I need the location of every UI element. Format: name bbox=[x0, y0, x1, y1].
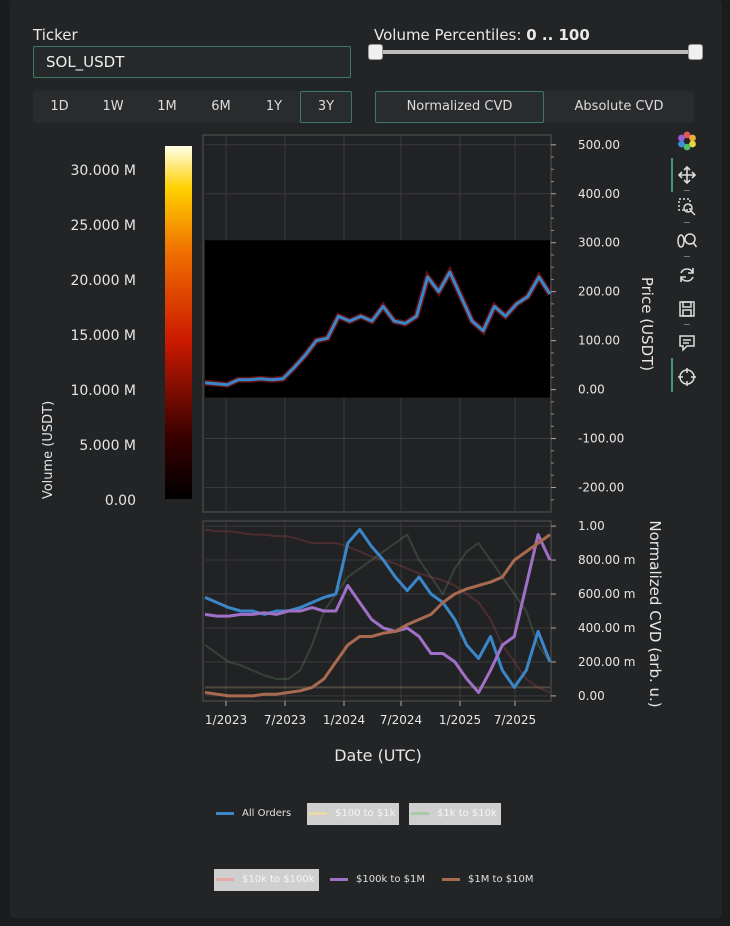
price-series bbox=[204, 265, 553, 388]
cvd-series bbox=[204, 528, 552, 698]
toolbar-separator bbox=[684, 222, 690, 223]
colorbar-tick-label: 15.000 M bbox=[70, 328, 136, 344]
cvd-x-axis-label: Date (UTC) bbox=[334, 746, 422, 765]
cvd-y-axis-label: Normalized CVD (arb. u.) bbox=[646, 520, 664, 707]
colorbar-tick-label: 30.000 M bbox=[70, 163, 136, 179]
colorbar-tick-label: 25.000 M bbox=[70, 218, 136, 234]
legend-100-to-1k[interactable]: $100 to $1k bbox=[307, 803, 400, 825]
legend-swatch bbox=[216, 811, 234, 815]
volume-percentiles-value: 0 .. 100 bbox=[526, 26, 590, 44]
timeframe-1y-button[interactable]: 1Y bbox=[265, 99, 283, 114]
toolbar-separator bbox=[684, 190, 690, 191]
slider-high-handle[interactable] bbox=[688, 44, 703, 60]
timeframe-1d-button[interactable]: 1D bbox=[50, 99, 69, 114]
colorbar-tick-label: 5.000 M bbox=[79, 438, 136, 454]
price-tick-label: 500.00 bbox=[578, 138, 620, 152]
ticker-label: Ticker bbox=[33, 26, 78, 44]
reset-icon[interactable] bbox=[675, 264, 699, 286]
volume-heatmap-band bbox=[205, 240, 550, 398]
bokeh-logo-icon[interactable] bbox=[675, 130, 699, 152]
normalized-cvd-button[interactable]: Normalized CVD bbox=[375, 91, 544, 123]
legend-swatch bbox=[411, 811, 429, 815]
legend-label: $1k to $10k bbox=[437, 808, 497, 819]
ticker-input[interactable] bbox=[33, 46, 351, 78]
price-tick-label: -100.00 bbox=[578, 432, 624, 446]
toolbar-separator bbox=[684, 256, 690, 257]
box-zoom-icon[interactable] bbox=[675, 196, 699, 218]
cvd-tick-label: 1.00 bbox=[578, 519, 605, 533]
cvd-x-tick-label: 1/2025 bbox=[439, 713, 481, 727]
legend-all-orders[interactable]: All Orders bbox=[214, 803, 291, 825]
price-tick-label: -200.00 bbox=[578, 481, 624, 495]
colorbar-ticks: 30.000 M 25.000 M 20.000 M 15.000 M 10.000 M… bbox=[70, 163, 136, 509]
cvd-series-line bbox=[204, 533, 552, 694]
legend-swatch bbox=[442, 877, 460, 881]
colorbar-tick-label: 20.000 M bbox=[70, 273, 136, 289]
absolute-cvd-button[interactable]: Absolute CVD bbox=[574, 99, 664, 114]
colorbar-tick-label: 0.00 bbox=[105, 493, 136, 509]
cvd-series-line bbox=[204, 533, 551, 680]
legend-label: All Orders bbox=[242, 808, 292, 819]
cvd-tick-label: 200.00 m bbox=[578, 655, 636, 669]
price-y-ticks: 500.00 400.00 300.00 200.00 100.00 0.00 -100.0… bbox=[551, 138, 624, 501]
colorbar-tick-label: 10.000 M bbox=[70, 383, 136, 399]
price-y-axis-label: Price (USDT) bbox=[638, 277, 656, 371]
timeframe-1w-button[interactable]: 1W bbox=[102, 99, 124, 114]
legend-swatch bbox=[330, 877, 348, 881]
slider-low-handle[interactable] bbox=[368, 44, 383, 60]
volume-percentiles-title: Volume Percentiles: bbox=[374, 26, 522, 44]
toolbar-separator bbox=[684, 324, 690, 325]
wheel-zoom-icon[interactable] bbox=[675, 230, 699, 252]
cvd-tick-label: 600.00 m bbox=[578, 587, 636, 601]
volume-percentiles-slider[interactable] bbox=[374, 50, 696, 54]
price-tick-label: 300.00 bbox=[578, 236, 620, 250]
cvd-x-tick-label: 7/2025 bbox=[494, 713, 536, 727]
legend-10k-to-100k[interactable]: $10k to $100k bbox=[214, 869, 319, 891]
legend-label: $1M to $10M bbox=[468, 874, 534, 885]
legend-label: $100k to $1M bbox=[356, 874, 425, 885]
cvd-series-line bbox=[204, 533, 551, 698]
cvd-mode-selector: Normalized CVD Absolute CVD bbox=[375, 91, 694, 123]
colorbar-title: Volume (USDT) bbox=[41, 401, 56, 499]
timeframe-6m-button[interactable]: 6M bbox=[211, 99, 231, 114]
legend-swatch bbox=[216, 877, 234, 881]
price-tick-label: 400.00 bbox=[578, 187, 620, 201]
legend-label: $100 to $1k bbox=[335, 808, 396, 819]
legend-1k-to-10k[interactable]: $1k to $10k bbox=[409, 803, 501, 825]
toolbar-active-indicator-2 bbox=[671, 358, 673, 392]
hover-icon[interactable] bbox=[675, 332, 699, 354]
toolbar-active-indicator bbox=[671, 158, 673, 192]
pan-icon[interactable] bbox=[675, 164, 699, 186]
legend-100k-to-1m[interactable]: $100k to $1M bbox=[328, 869, 425, 891]
cvd-tick-label: 800.00 m bbox=[578, 553, 636, 567]
legend-label: $10k to $100k bbox=[242, 874, 315, 885]
legend-1m-to-10m[interactable]: $1M to $10M bbox=[440, 869, 533, 891]
cvd-x-tick-label: 7/2024 bbox=[380, 713, 422, 727]
cvd-x-ticks: 1/2023 7/2023 1/2024 7/2024 1/2025 7/2025 bbox=[205, 701, 536, 727]
timeframe-3y-button[interactable]: 3Y bbox=[300, 91, 352, 123]
volume-percentiles-label: Volume Percentiles: 0 .. 100 bbox=[374, 26, 590, 44]
save-icon[interactable] bbox=[675, 298, 699, 320]
price-line bbox=[204, 270, 552, 387]
timeframe-selector: 1D 1W 1M 6M 1Y 3Y bbox=[33, 91, 352, 123]
cvd-tick-label: 0.00 bbox=[578, 689, 605, 703]
cvd-y-ticks: 1.00 800.00 m 600.00 m 400.00 m 200.00 m 0.00 bbox=[551, 519, 636, 703]
cvd-x-tick-label: 1/2023 bbox=[205, 713, 247, 727]
cvd-tick-label: 400.00 m bbox=[578, 621, 636, 635]
cvd-series-line bbox=[204, 528, 551, 694]
legend-swatch bbox=[309, 811, 327, 815]
price-tick-label: 200.00 bbox=[578, 285, 620, 299]
price-tick-label: 100.00 bbox=[578, 334, 620, 348]
crosshair-icon[interactable] bbox=[675, 366, 699, 388]
price-tick-label: 0.00 bbox=[578, 383, 605, 397]
colorbar-gradient bbox=[165, 146, 192, 499]
timeframe-1m-button[interactable]: 1M bbox=[157, 99, 177, 114]
cvd-x-tick-label: 1/2024 bbox=[323, 713, 365, 727]
cvd-x-tick-label: 7/2023 bbox=[264, 713, 306, 727]
